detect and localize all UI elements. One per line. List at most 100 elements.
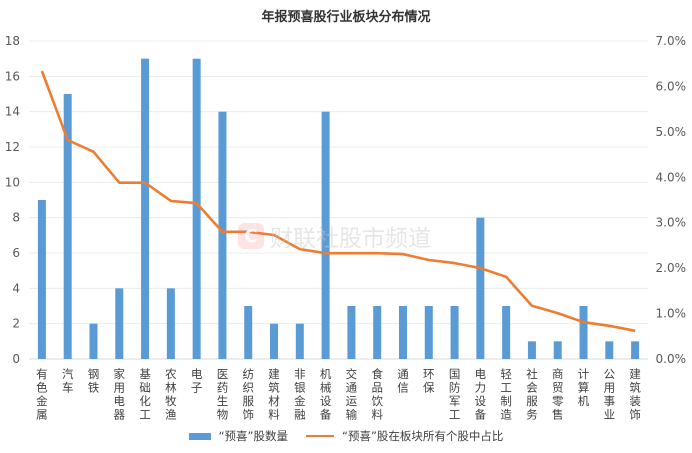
left-axis-tick: 12 — [5, 140, 20, 154]
svg-text:轻: 轻 — [500, 367, 512, 381]
svg-text:保: 保 — [423, 381, 435, 395]
bar — [141, 58, 150, 360]
bar — [218, 111, 227, 360]
left-axis-ticks: 0 2 4 6 8 10 12 14 16 18 — [5, 34, 20, 366]
left-axis-tick: 14 — [5, 105, 20, 119]
svg-text:信: 信 — [397, 381, 409, 395]
svg-text:械: 械 — [320, 381, 332, 395]
svg-text:军: 军 — [449, 394, 461, 408]
svg-text:业: 业 — [604, 408, 616, 422]
svg-text:化: 化 — [139, 394, 151, 408]
svg-text:饰: 饰 — [242, 408, 254, 422]
bar — [270, 323, 279, 359]
svg-text:牧: 牧 — [165, 394, 177, 408]
svg-text:融: 融 — [294, 408, 306, 422]
svg-text:机: 机 — [320, 367, 332, 381]
bar — [192, 58, 201, 360]
bar — [295, 323, 304, 359]
right-axis-tick: 0.0% — [656, 352, 687, 366]
svg-text:农: 农 — [165, 367, 177, 381]
bar — [631, 341, 640, 359]
svg-text:社: 社 — [526, 367, 538, 381]
svg-text:材: 材 — [268, 394, 280, 408]
svg-text:环: 环 — [423, 367, 435, 381]
svg-text:筑: 筑 — [629, 381, 641, 395]
svg-text:设: 设 — [320, 394, 332, 408]
svg-text:有: 有 — [36, 367, 48, 381]
svg-text:料: 料 — [371, 408, 383, 422]
left-axis-tick: 4 — [12, 281, 20, 295]
svg-text:运: 运 — [346, 394, 358, 408]
svg-text:零: 零 — [552, 394, 564, 408]
bar — [502, 306, 511, 359]
svg-text:料: 料 — [268, 408, 280, 422]
svg-text:服: 服 — [526, 394, 538, 408]
svg-text:汽: 汽 — [62, 367, 74, 381]
svg-text:会: 会 — [526, 381, 538, 395]
svg-text:造: 造 — [500, 408, 512, 422]
svg-text:电: 电 — [191, 367, 203, 381]
right-axis-tick: 1.0% — [656, 307, 687, 321]
bar — [527, 341, 536, 359]
right-axis-tick: 3.0% — [656, 216, 687, 230]
svg-text:贸: 贸 — [552, 381, 564, 395]
svg-text:工: 工 — [500, 381, 512, 395]
svg-text:筑: 筑 — [268, 381, 280, 395]
svg-text:备: 备 — [320, 408, 332, 422]
right-axis-tick: 6.0% — [656, 79, 687, 93]
svg-text:渔: 渔 — [165, 408, 177, 422]
bar — [347, 306, 356, 359]
legend-line-swatch-icon — [306, 435, 334, 437]
svg-text:色: 色 — [36, 381, 48, 395]
svg-text:工: 工 — [449, 408, 461, 422]
svg-text:务: 务 — [526, 408, 538, 422]
svg-text:家: 家 — [114, 367, 126, 381]
chart-title: 年报预喜股行业板块分布情况 — [261, 10, 431, 25]
svg-text:输: 输 — [346, 408, 358, 422]
svg-text:备: 备 — [475, 408, 487, 422]
svg-text:属: 属 — [36, 408, 48, 422]
bar — [373, 306, 382, 359]
svg-text:通: 通 — [346, 381, 358, 395]
bar — [321, 111, 330, 360]
bar — [244, 306, 253, 359]
right-axis-tick: 5.0% — [656, 125, 687, 139]
svg-text:医: 医 — [217, 367, 229, 381]
svg-text:售: 售 — [552, 408, 564, 422]
svg-text:防: 防 — [449, 381, 461, 395]
svg-text:机: 机 — [578, 394, 590, 408]
svg-text:饰: 饰 — [629, 408, 641, 422]
svg-text:车: 车 — [62, 381, 74, 395]
svg-text:钢: 钢 — [88, 367, 100, 381]
bar — [605, 341, 614, 359]
svg-text:金: 金 — [294, 394, 306, 408]
svg-text:电: 电 — [114, 394, 126, 408]
svg-text:建: 建 — [268, 367, 280, 381]
legend-item-line: “预喜”股在板块所有个股中占比 — [306, 428, 503, 444]
category-label: 汽车 — [62, 367, 74, 395]
bar-series — [37, 58, 640, 360]
bar — [450, 306, 459, 359]
svg-text:工: 工 — [139, 408, 151, 422]
svg-text:物: 物 — [217, 408, 229, 422]
svg-text:力: 力 — [475, 381, 487, 395]
svg-text:计: 计 — [578, 367, 590, 381]
svg-text:药: 药 — [217, 381, 229, 395]
svg-text:设: 设 — [475, 394, 487, 408]
svg-text:通: 通 — [397, 367, 409, 381]
category-label: 计算机 — [578, 367, 590, 408]
svg-text:金: 金 — [36, 394, 48, 408]
right-axis-tick: 2.0% — [656, 261, 687, 275]
bar — [476, 217, 485, 359]
right-axis-ticks: 0.0% 1.0% 2.0% 3.0% 4.0% 5.0% 6.0% 7.0% — [656, 34, 687, 366]
svg-text:用: 用 — [604, 381, 616, 395]
svg-text:林: 林 — [165, 381, 177, 395]
